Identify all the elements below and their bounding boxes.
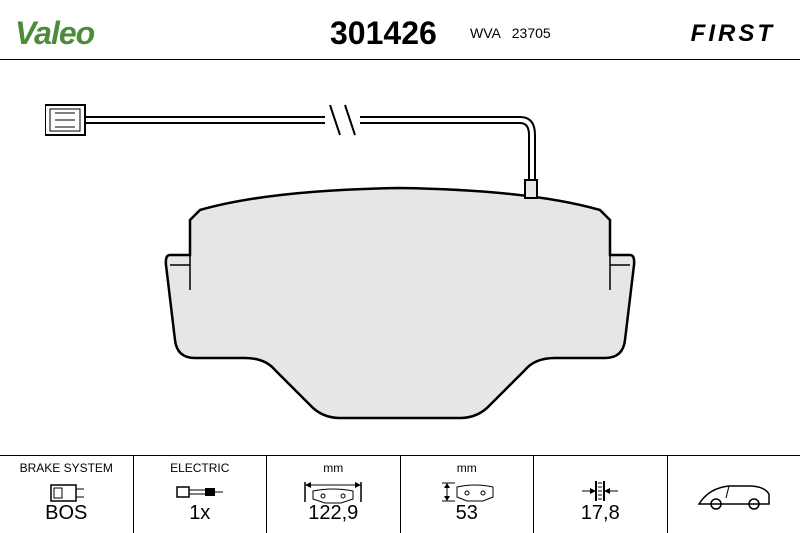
brake-pad-diagram: [140, 160, 660, 440]
electric-cell: ELECTRIC 1x: [134, 456, 268, 533]
thickness-cell: 17,8: [534, 456, 668, 533]
wva-label: WVA: [470, 25, 500, 41]
wva-value: 23705: [512, 25, 551, 41]
thickness-spacer: [539, 461, 662, 475]
height-cell: mm 53: [401, 456, 535, 533]
valeo-logo: Valeo: [15, 15, 94, 52]
header: Valeo 301426 WVA 23705 FIRST: [0, 0, 800, 60]
brake-system-value: BOS: [0, 502, 133, 525]
brake-system-cell: BRAKE SYSTEM BOS: [0, 456, 134, 533]
vehicle-icon: [694, 476, 774, 516]
electric-label: ELECTRIC: [139, 461, 262, 475]
specs-footer: BRAKE SYSTEM BOS ELECTRIC 1x mm: [0, 455, 800, 533]
vehicle-cell: [668, 456, 800, 533]
width-cell: mm 122,9: [267, 456, 401, 533]
width-dimension-icon: [303, 477, 363, 505]
brake-system-label: BRAKE SYSTEM: [5, 461, 128, 475]
height-value: 53: [401, 502, 534, 525]
first-logo: FIRST: [691, 20, 775, 48]
height-unit: mm: [406, 461, 529, 475]
wva-code: WVA 23705: [470, 25, 551, 41]
diagram-area: [0, 60, 800, 455]
width-value: 122,9: [267, 502, 400, 525]
thickness-value: 17,8: [534, 502, 667, 525]
part-number: 301426: [330, 15, 437, 52]
electric-value: 1x: [134, 502, 267, 525]
thickness-dimension-icon: [580, 477, 620, 505]
width-unit: mm: [272, 461, 395, 475]
